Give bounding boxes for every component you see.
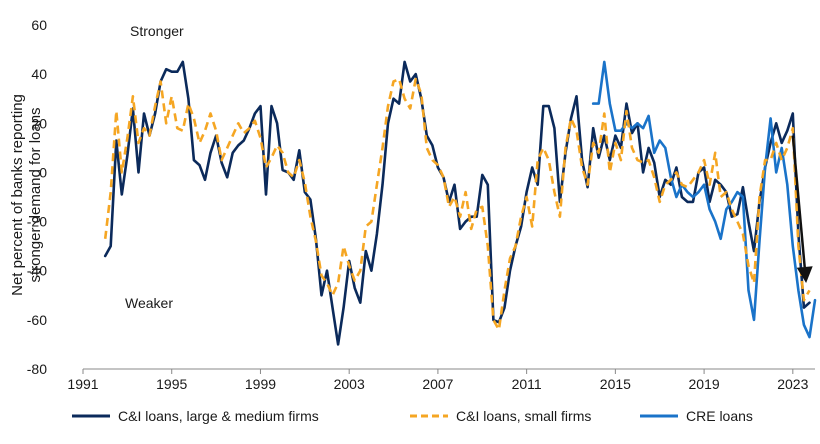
trend-arrow <box>791 135 813 283</box>
y-tick-label: -40 <box>27 263 47 279</box>
x-axis-ticks: 1991 1995 1999 2003 2007 2011 2015 2019 2023 <box>67 369 809 392</box>
x-tick-label: 1991 <box>67 376 98 392</box>
x-tick-label: 2023 <box>777 376 808 392</box>
y-axis-label-line-2: stronger demand for loans <box>27 107 44 282</box>
x-tick-label: 1995 <box>156 376 187 392</box>
legend-label-0: C&I loans, large & medium firms <box>118 408 319 424</box>
y-axis-ticks: -80 -60 -40 -20 0 20 40 60 <box>27 17 47 377</box>
series-line-2 <box>591 60 817 339</box>
legend-label-2: CRE loans <box>686 408 753 424</box>
series-layer <box>103 60 817 346</box>
annotation-stronger: Stronger <box>130 23 184 39</box>
y-tick-label: 20 <box>31 115 47 131</box>
legend: C&I loans, large & medium firms C&I loans… <box>72 408 753 424</box>
x-tick-label: 2003 <box>334 376 365 392</box>
series-line-1 <box>103 77 811 331</box>
y-tick-label: -20 <box>27 214 47 230</box>
x-tick-label: 1999 <box>245 376 276 392</box>
y-axis-label-line-1: Net percent of banks reporting <box>9 94 26 296</box>
legend-label-1: C&I loans, small firms <box>456 408 591 424</box>
y-tick-label: 40 <box>31 66 47 82</box>
x-tick-label: 2019 <box>689 376 720 392</box>
arrow-head <box>796 266 813 283</box>
y-tick-label: 0 <box>39 164 47 180</box>
x-tick-label: 2007 <box>422 376 453 392</box>
y-tick-label: -80 <box>27 361 47 377</box>
x-tick-label: 2015 <box>600 376 631 392</box>
y-tick-label: -60 <box>27 312 47 328</box>
x-tick-label: 2011 <box>512 376 542 392</box>
arrow-shaft <box>791 135 806 268</box>
y-tick-label: 60 <box>31 17 47 33</box>
annotation-weaker: Weaker <box>125 295 173 311</box>
y-axis-label: Net percent of banks reporting stronger … <box>9 94 44 296</box>
